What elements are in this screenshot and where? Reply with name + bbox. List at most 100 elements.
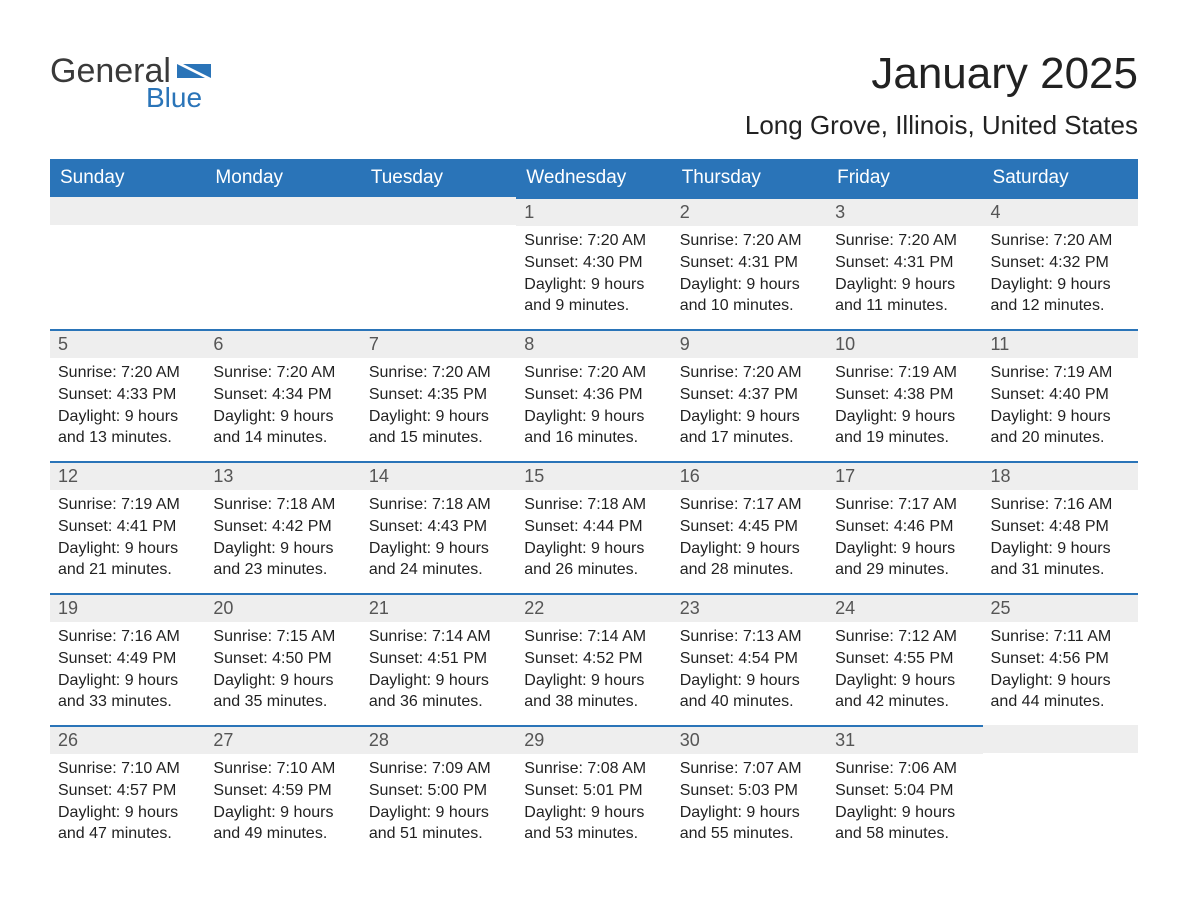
day-number: 21 <box>361 593 516 622</box>
day-sunset: Sunset: 4:50 PM <box>213 648 352 670</box>
day-cell: 15Sunrise: 7:18 AMSunset: 4:44 PMDayligh… <box>516 461 671 593</box>
title-month: January 2025 <box>745 50 1138 98</box>
day-cell: 22Sunrise: 7:14 AMSunset: 4:52 PMDayligh… <box>516 593 671 725</box>
day-daylight2: and 28 minutes. <box>680 559 819 581</box>
day-number: 15 <box>516 461 671 490</box>
day-daylight1: Daylight: 9 hours <box>58 538 197 560</box>
day-body: Sunrise: 7:20 AMSunset: 4:31 PMDaylight:… <box>827 226 982 326</box>
day-daylight1: Daylight: 9 hours <box>991 406 1130 428</box>
day-sunrise: Sunrise: 7:17 AM <box>680 494 819 516</box>
day-daylight2: and 23 minutes. <box>213 559 352 581</box>
day-sunrise: Sunrise: 7:06 AM <box>835 758 974 780</box>
day-body: Sunrise: 7:20 AMSunset: 4:31 PMDaylight:… <box>672 226 827 326</box>
day-number: 6 <box>205 329 360 358</box>
day-sunrise: Sunrise: 7:09 AM <box>369 758 508 780</box>
day-sunrise: Sunrise: 7:20 AM <box>369 362 508 384</box>
day-body: Sunrise: 7:08 AMSunset: 5:01 PMDaylight:… <box>516 754 671 854</box>
day-sunrise: Sunrise: 7:17 AM <box>835 494 974 516</box>
day-sunrise: Sunrise: 7:14 AM <box>369 626 508 648</box>
day-number: 9 <box>672 329 827 358</box>
day-sunset: Sunset: 4:48 PM <box>991 516 1130 538</box>
day-daylight2: and 15 minutes. <box>369 427 508 449</box>
day-sunset: Sunset: 4:31 PM <box>835 252 974 274</box>
day-daylight2: and 38 minutes. <box>524 691 663 713</box>
day-daylight1: Daylight: 9 hours <box>835 406 974 428</box>
day-number: 22 <box>516 593 671 622</box>
day-body: Sunrise: 7:10 AMSunset: 4:57 PMDaylight:… <box>50 754 205 854</box>
day-sunrise: Sunrise: 7:15 AM <box>213 626 352 648</box>
weekday-header: Monday <box>205 159 360 197</box>
day-sunrise: Sunrise: 7:20 AM <box>58 362 197 384</box>
day-sunset: Sunset: 4:36 PM <box>524 384 663 406</box>
day-body: Sunrise: 7:18 AMSunset: 4:44 PMDaylight:… <box>516 490 671 590</box>
day-daylight1: Daylight: 9 hours <box>524 538 663 560</box>
day-daylight1: Daylight: 9 hours <box>680 670 819 692</box>
day-number: 2 <box>672 197 827 226</box>
day-daylight2: and 17 minutes. <box>680 427 819 449</box>
day-body: Sunrise: 7:11 AMSunset: 4:56 PMDaylight:… <box>983 622 1138 722</box>
day-daylight2: and 9 minutes. <box>524 295 663 317</box>
day-cell: 24Sunrise: 7:12 AMSunset: 4:55 PMDayligh… <box>827 593 982 725</box>
day-cell: 2Sunrise: 7:20 AMSunset: 4:31 PMDaylight… <box>672 197 827 329</box>
day-daylight2: and 36 minutes. <box>369 691 508 713</box>
week-row: 5Sunrise: 7:20 AMSunset: 4:33 PMDaylight… <box>50 329 1138 461</box>
day-sunset: Sunset: 4:30 PM <box>524 252 663 274</box>
day-body: Sunrise: 7:19 AMSunset: 4:38 PMDaylight:… <box>827 358 982 458</box>
day-cell: 20Sunrise: 7:15 AMSunset: 4:50 PMDayligh… <box>205 593 360 725</box>
day-daylight1: Daylight: 9 hours <box>213 670 352 692</box>
day-sunset: Sunset: 4:43 PM <box>369 516 508 538</box>
day-body: Sunrise: 7:19 AMSunset: 4:41 PMDaylight:… <box>50 490 205 590</box>
day-sunrise: Sunrise: 7:20 AM <box>524 362 663 384</box>
day-daylight1: Daylight: 9 hours <box>991 538 1130 560</box>
day-daylight1: Daylight: 9 hours <box>369 670 508 692</box>
day-sunrise: Sunrise: 7:20 AM <box>524 230 663 252</box>
day-number: 31 <box>827 725 982 754</box>
day-cell: 23Sunrise: 7:13 AMSunset: 4:54 PMDayligh… <box>672 593 827 725</box>
day-daylight2: and 31 minutes. <box>991 559 1130 581</box>
day-sunrise: Sunrise: 7:10 AM <box>58 758 197 780</box>
day-cell: 1Sunrise: 7:20 AMSunset: 4:30 PMDaylight… <box>516 197 671 329</box>
day-sunrise: Sunrise: 7:11 AM <box>991 626 1130 648</box>
day-cell: 17Sunrise: 7:17 AMSunset: 4:46 PMDayligh… <box>827 461 982 593</box>
day-number <box>50 197 205 225</box>
day-daylight1: Daylight: 9 hours <box>680 274 819 296</box>
day-sunrise: Sunrise: 7:19 AM <box>58 494 197 516</box>
day-number: 27 <box>205 725 360 754</box>
day-sunrise: Sunrise: 7:16 AM <box>991 494 1130 516</box>
day-daylight2: and 21 minutes. <box>58 559 197 581</box>
day-daylight2: and 24 minutes. <box>369 559 508 581</box>
day-sunrise: Sunrise: 7:19 AM <box>835 362 974 384</box>
day-body: Sunrise: 7:20 AMSunset: 4:34 PMDaylight:… <box>205 358 360 458</box>
weekday-header: Tuesday <box>361 159 516 197</box>
day-daylight2: and 51 minutes. <box>369 823 508 845</box>
weekday-header: Sunday <box>50 159 205 197</box>
day-number: 24 <box>827 593 982 622</box>
day-daylight2: and 40 minutes. <box>680 691 819 713</box>
day-body: Sunrise: 7:17 AMSunset: 4:46 PMDaylight:… <box>827 490 982 590</box>
day-daylight2: and 29 minutes. <box>835 559 974 581</box>
day-body: Sunrise: 7:20 AMSunset: 4:37 PMDaylight:… <box>672 358 827 458</box>
day-sunset: Sunset: 4:56 PM <box>991 648 1130 670</box>
day-number: 11 <box>983 329 1138 358</box>
day-sunset: Sunset: 4:38 PM <box>835 384 974 406</box>
day-number: 25 <box>983 593 1138 622</box>
day-cell: 26Sunrise: 7:10 AMSunset: 4:57 PMDayligh… <box>50 725 205 857</box>
calendar: Sunday Monday Tuesday Wednesday Thursday… <box>50 159 1138 857</box>
day-cell: 18 Sunrise: 7:16 AMSunset: 4:48 PMDayligh… <box>983 461 1138 593</box>
weekday-header: Saturday <box>983 159 1138 197</box>
day-body: Sunrise: 7:20 AMSunset: 4:30 PMDaylight:… <box>516 226 671 326</box>
day-cell: 6Sunrise: 7:20 AMSunset: 4:34 PMDaylight… <box>205 329 360 461</box>
day-number: 17 <box>827 461 982 490</box>
day-body: Sunrise: 7:17 AMSunset: 4:45 PMDaylight:… <box>672 490 827 590</box>
day-sunset: Sunset: 4:57 PM <box>58 780 197 802</box>
day-number: 23 <box>672 593 827 622</box>
day-cell: 28Sunrise: 7:09 AMSunset: 5:00 PMDayligh… <box>361 725 516 857</box>
day-sunrise: Sunrise: 7:08 AM <box>524 758 663 780</box>
day-number: 18 <box>983 461 1138 490</box>
day-daylight1: Daylight: 9 hours <box>58 670 197 692</box>
day-sunrise: Sunrise: 7:14 AM <box>524 626 663 648</box>
day-sunrise: Sunrise: 7:18 AM <box>524 494 663 516</box>
day-body: Sunrise: 7:19 AMSunset: 4:40 PMDaylight:… <box>983 358 1138 458</box>
day-sunset: Sunset: 4:31 PM <box>680 252 819 274</box>
day-cell: 27Sunrise: 7:10 AMSunset: 4:59 PMDayligh… <box>205 725 360 857</box>
